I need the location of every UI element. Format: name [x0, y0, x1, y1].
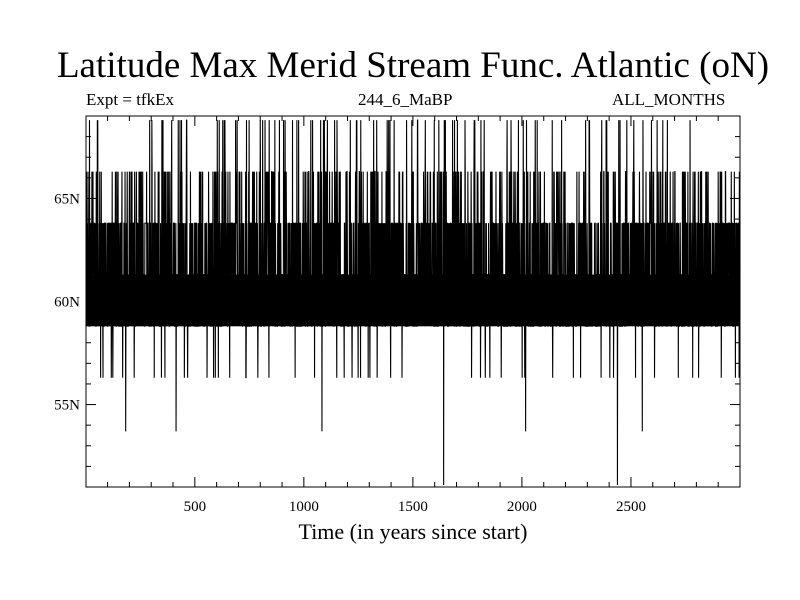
y-tick-label: 60N [54, 295, 80, 311]
x-tick-label: 500 [184, 499, 207, 515]
months-label: ALL_MONTHS [612, 90, 726, 109]
x-tick-label: 2500 [616, 499, 646, 515]
chart-title: Latitude Max Merid Stream Func. Atlantic… [56, 45, 770, 86]
series-line [85, 119, 741, 485]
y-tick-label: 65N [54, 191, 80, 207]
period-label: 244_6_MaBP [358, 90, 453, 109]
x-axis-label: Time (in years since start) [298, 519, 528, 544]
experiment-label: Expt = tfkEx [86, 90, 174, 109]
y-tick-label: 55N [54, 398, 80, 414]
x-tick-label: 2000 [507, 499, 537, 515]
x-tick-label: 1000 [289, 499, 319, 515]
x-tick-label: 1500 [398, 499, 428, 515]
